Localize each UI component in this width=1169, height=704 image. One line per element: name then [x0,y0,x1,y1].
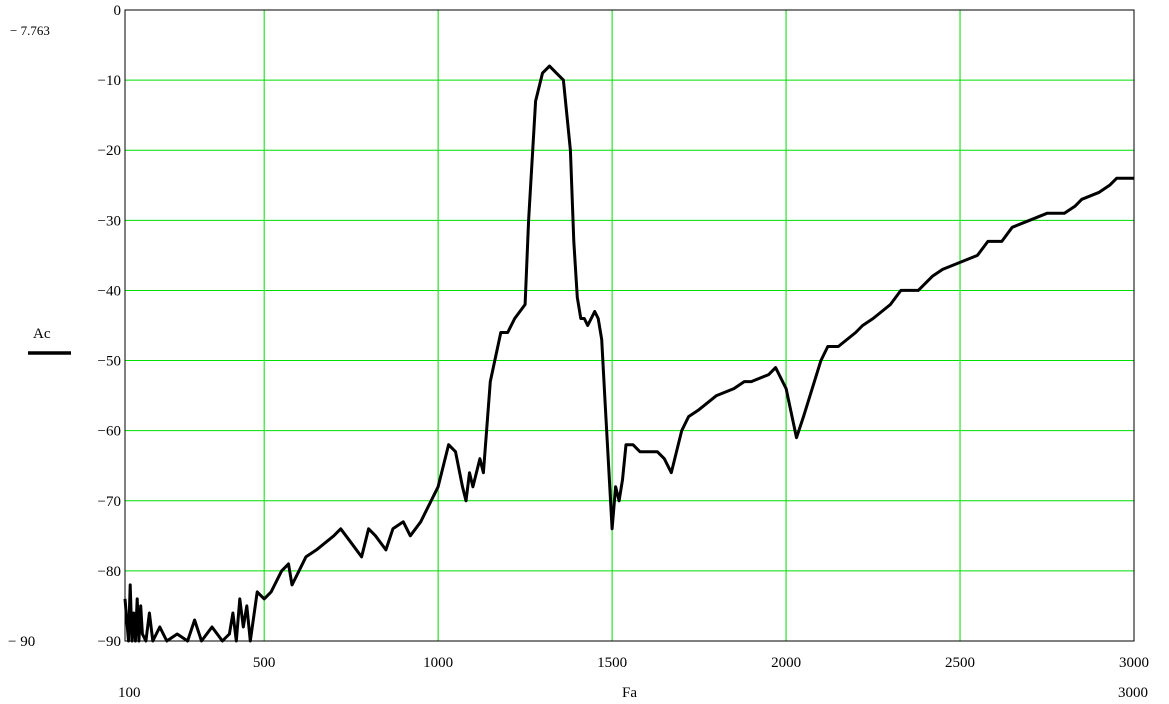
x-tick-label: 2500 [945,655,975,671]
x-max-label: 3000 [1118,685,1148,701]
y-tick-label: −30 [98,213,121,229]
x-tick-labels: 500 1000 1500 2000 2500 3000 [253,655,1149,671]
y-tick-label: −90 [98,634,121,650]
y-tick-label: −50 [98,354,121,370]
series-line [123,64,1134,643]
x-tick-label: 3000 [1119,655,1149,671]
y-tick-label: −70 [98,494,121,510]
y-tick-label: −10 [98,73,121,89]
x-tick-label: 500 [253,655,276,671]
grid-lines [125,9,1135,642]
plot-frame [124,9,1135,642]
x-axis-label: Fa [622,685,637,701]
y-tick-labels: 0 −10 −20 −30 −40 −50 −60 −70 −80 −90 [98,3,121,650]
x-tick-label: 2000 [771,655,801,671]
y-tick-label: −60 [98,424,121,440]
y-tick-label: 0 [114,3,122,19]
y-tick-label: −80 [98,564,121,580]
y-tick-label: −40 [98,283,121,299]
x-min-label: 100 [118,685,141,701]
x-tick-label: 1000 [423,655,453,671]
y-tick-label: −20 [98,143,121,159]
y-axis-label: Ac [33,326,51,342]
x-tick-label: 1500 [597,655,627,671]
y-max-label: − 7.763 [10,23,50,38]
y-min-label: − 90 [8,634,35,650]
